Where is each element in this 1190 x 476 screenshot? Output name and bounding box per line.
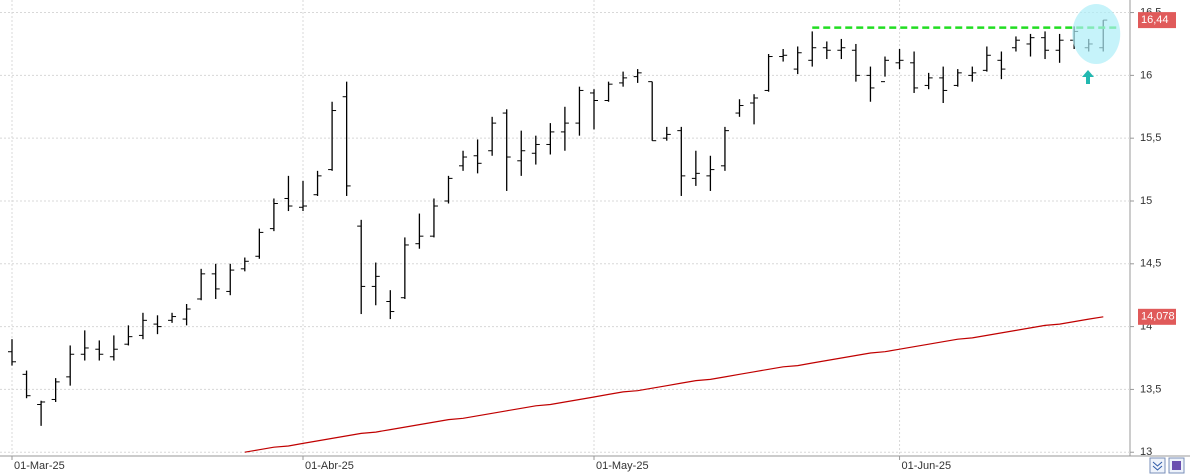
highlight bbox=[1072, 4, 1121, 64]
price-label: 16,44 bbox=[1141, 14, 1169, 26]
save-icon bbox=[1172, 461, 1181, 470]
toolbar bbox=[1149, 457, 1185, 474]
y-tick-label: 15,5 bbox=[1140, 132, 1161, 144]
y-tick-label: 16 bbox=[1140, 69, 1152, 81]
collapse-icon bbox=[1152, 461, 1163, 471]
price-label-box bbox=[1138, 308, 1176, 325]
x-tick-label: 01-Abr-25 bbox=[305, 460, 354, 472]
y-tick-label: 14,5 bbox=[1140, 258, 1161, 270]
moving-average bbox=[244, 316, 1104, 453]
y-tick-label: 13,5 bbox=[1140, 383, 1161, 395]
grid bbox=[0, 0, 1130, 456]
y-tick-label: 13 bbox=[1140, 446, 1152, 458]
price-label-box bbox=[1138, 12, 1176, 29]
y-tick-label: 15 bbox=[1140, 195, 1152, 207]
x-tick-label: 01-Mar-25 bbox=[14, 460, 65, 472]
x-tick-label: 01-Jun-25 bbox=[902, 460, 952, 472]
x-tick-label: 01-May-25 bbox=[596, 460, 649, 472]
price-label: 14,078 bbox=[1141, 311, 1175, 323]
arrow-up bbox=[1082, 70, 1094, 84]
